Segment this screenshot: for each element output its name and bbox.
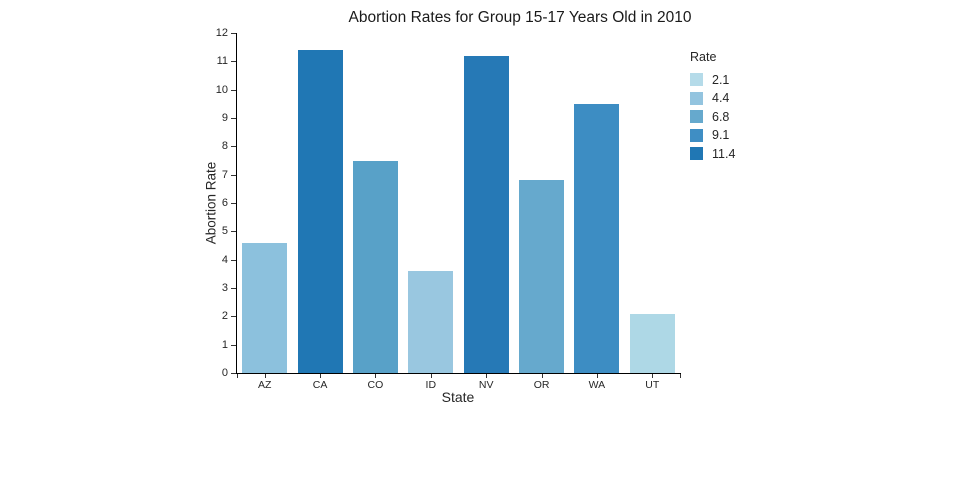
- legend-label: 11.4: [712, 146, 736, 161]
- legend-item: 6.8: [690, 109, 735, 124]
- legend-title: Rate: [690, 50, 717, 64]
- x-tick: [320, 374, 322, 378]
- y-tick-label: 3: [221, 282, 228, 294]
- y-tick-label: 1: [221, 338, 228, 351]
- x-tick-label: CA: [312, 379, 328, 391]
- y-tick: [231, 259, 236, 261]
- y-tick: [231, 203, 236, 204]
- legend-label: 6.8: [712, 109, 730, 124]
- y-axis-line: [236, 33, 237, 374]
- legend: Rate 2.1 4.4 6.8 9.1 11.4: [690, 50, 735, 166]
- chart-title: Abortion Rates for Group 15-17 Years Old…: [348, 9, 692, 26]
- x-tick: [264, 374, 266, 378]
- legend-label: 4.4: [712, 91, 730, 105]
- y-tick: [231, 146, 236, 148]
- bar-az: [242, 242, 288, 373]
- x-tick: [596, 374, 598, 378]
- bar-wa: [574, 103, 620, 373]
- bar-nv: [463, 55, 509, 373]
- y-tick-label: 11: [216, 55, 228, 68]
- y-tick-label: 2: [221, 310, 228, 323]
- x-tick-label: AZ: [257, 379, 272, 391]
- y-tick-label: 8: [221, 140, 228, 153]
- legend-swatch: [690, 128, 703, 142]
- y-tick-label: 9: [221, 112, 228, 124]
- bar-co: [352, 160, 398, 373]
- y-tick-label: 5: [221, 225, 228, 238]
- x-axis-end-tick: [680, 374, 681, 378]
- y-tick: [231, 33, 236, 34]
- x-tick-label: CO: [367, 379, 384, 391]
- x-tick-label: NV: [478, 379, 494, 391]
- y-tick: [231, 61, 236, 63]
- legend-item: 11.4: [690, 146, 736, 161]
- x-axis-title: State: [441, 389, 475, 405]
- y-tick: [231, 344, 236, 346]
- y-tick-label: 6: [221, 197, 228, 209]
- y-tick-label: 12: [215, 27, 228, 39]
- legend-swatch: [690, 110, 703, 123]
- legend-label: 2.1: [712, 72, 730, 87]
- legend-label: 9.1: [712, 128, 730, 142]
- legend-items: 2.1 4.4 6.8 9.1 11.4: [690, 72, 736, 161]
- legend-item: 9.1: [690, 128, 735, 142]
- x-tick: [375, 374, 377, 378]
- x-axis-end-tick: [237, 374, 238, 378]
- x-tick-label: ID: [425, 379, 437, 391]
- legend-item: 4.4: [690, 91, 735, 105]
- y-tick: [231, 118, 236, 119]
- bar-id: [408, 271, 454, 373]
- y-tick: [231, 316, 236, 318]
- x-tick-label: UT: [645, 379, 660, 391]
- legend-item: 2.1: [690, 72, 735, 87]
- x-tick-label: OR: [533, 379, 550, 391]
- y-tick-label: 10: [215, 83, 228, 96]
- x-tick: [486, 374, 488, 378]
- bar-or: [519, 180, 565, 373]
- bar-ca: [297, 50, 343, 373]
- bar-ut: [629, 313, 675, 373]
- y-tick-label: 4: [221, 253, 228, 266]
- y-tick: [231, 373, 236, 374]
- y-tick: [231, 89, 236, 91]
- legend-swatch: [690, 147, 703, 160]
- y-tick-label: 0: [221, 367, 228, 379]
- y-tick-label: 7: [221, 168, 228, 181]
- y-tick: [231, 174, 236, 176]
- x-tick: [430, 374, 432, 378]
- y-tick: [231, 231, 236, 233]
- x-tick-label: WA: [588, 379, 606, 391]
- legend-swatch: [690, 73, 703, 86]
- x-axis-line: [236, 373, 681, 374]
- x-tick: [652, 374, 654, 378]
- legend-swatch: [690, 91, 703, 105]
- x-tick: [541, 374, 543, 378]
- y-tick: [231, 288, 236, 289]
